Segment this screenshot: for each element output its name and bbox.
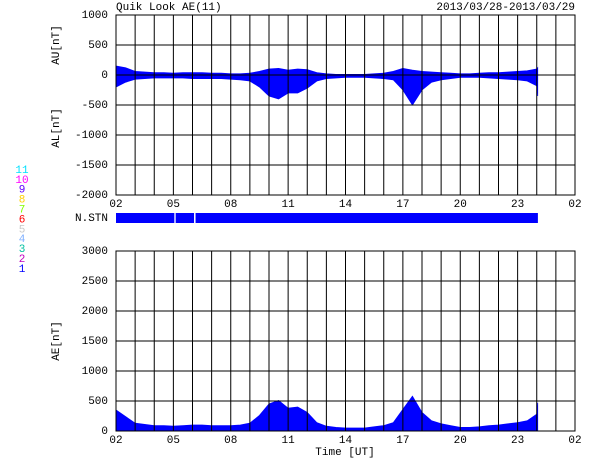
y-axis-label: AL[nT] [51,108,63,148]
x-tick-label: 17 [396,199,409,211]
x-tick-label: 08 [224,199,237,211]
legend-label: 11 [15,165,29,177]
y-tick-label: 500 [88,40,108,52]
y-tick-label: -500 [82,100,108,112]
x-axis-label: Time [UT] [315,447,374,459]
legend-label: 4 [19,234,26,246]
legend-label: 3 [19,244,26,256]
y-tick-label: 1500 [82,336,108,348]
station-bar [195,213,538,223]
y-axis-label: AE[nT] [51,321,63,361]
x-tick-label: 20 [454,435,467,447]
chart-title: Quik Look AE(11) [116,2,222,14]
legend-label: 7 [19,205,26,217]
date-range: 2013/03/28-2013/03/29 [436,2,575,14]
legend-label: 9 [19,185,26,197]
y-tick-label: -1000 [75,130,108,142]
y-tick-label: -1500 [75,160,108,172]
x-tick-label: 05 [167,199,180,211]
x-tick-label: 14 [339,199,353,211]
y-tick-label: 500 [88,396,108,408]
legend-label: 1 [19,264,26,276]
y-tick-label: 1000 [82,10,108,22]
x-tick-label: 02 [568,435,581,447]
x-tick-label: 23 [511,199,524,211]
x-tick-label: 05 [167,435,180,447]
legend-label: 8 [19,195,26,207]
legend-label: 2 [19,254,26,266]
x-tick-label: 02 [568,199,581,211]
x-tick-label: 14 [339,435,353,447]
station-label: N.STN [75,213,108,225]
x-tick-label: 17 [396,435,409,447]
legend-label: 5 [19,224,26,236]
x-tick-label: 02 [109,435,122,447]
y-axis-label: AU[nT] [51,25,63,65]
station-bar [116,213,175,223]
x-tick-label: 11 [282,435,296,447]
x-tick-label: 11 [282,199,296,211]
y-tick-label: 0 [101,70,108,82]
legend-label: 10 [15,175,28,187]
y-tick-label: 1000 [82,366,108,378]
y-tick-label: -2000 [75,190,108,202]
y-tick-label: 2500 [82,276,108,288]
y-tick-label: 3000 [82,246,108,258]
x-tick-label: 20 [454,199,467,211]
legend-label: 6 [19,214,26,226]
plot-frame [115,14,576,196]
plot-frame [115,250,576,432]
station-bar [175,213,195,223]
x-tick-label: 23 [511,435,524,447]
x-tick-label: 08 [224,435,237,447]
x-tick-label: 02 [109,199,122,211]
y-tick-label: 0 [101,426,108,438]
y-tick-label: 2000 [82,306,108,318]
